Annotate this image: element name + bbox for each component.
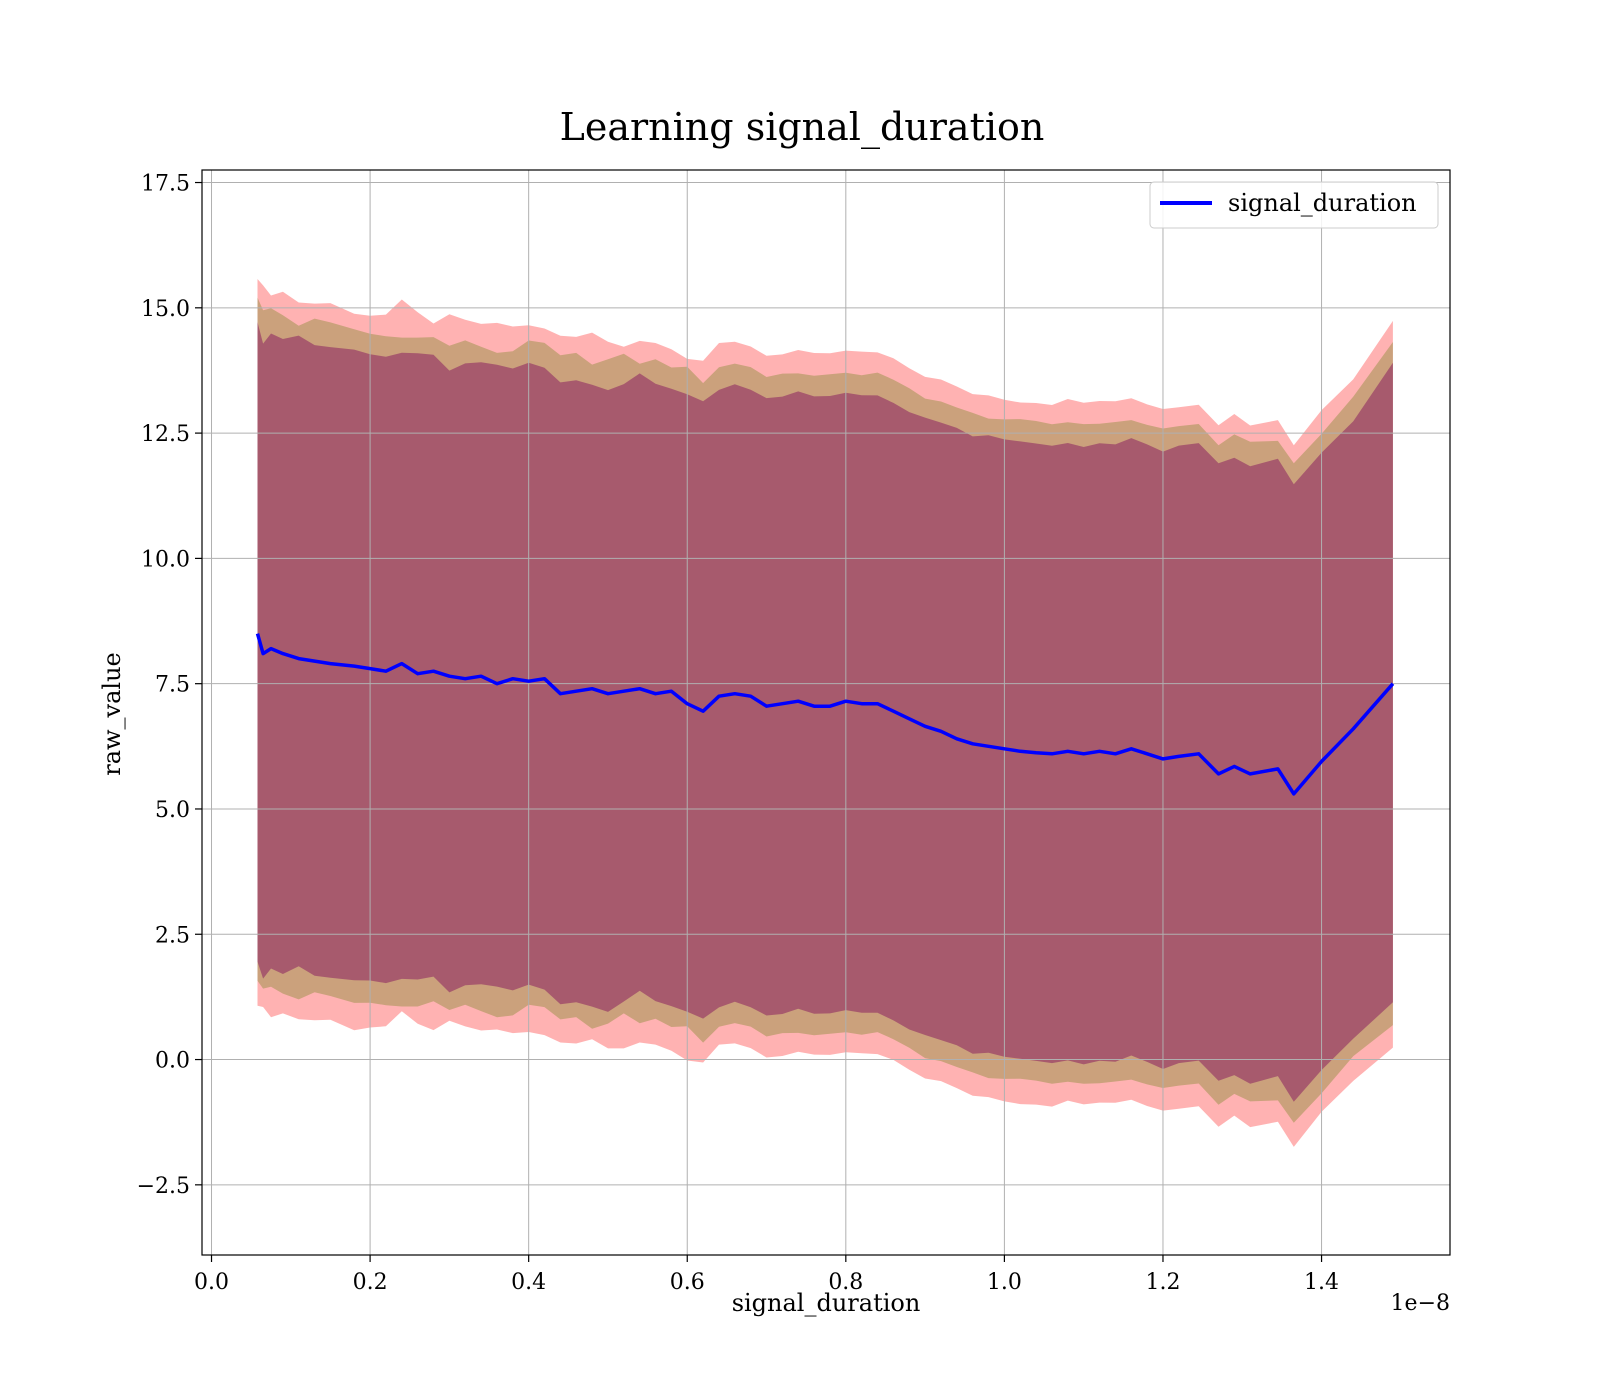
y-tick-label: 7.5 <box>155 673 190 698</box>
y-axis-ticks: −2.5 0.0 2.5 5.0 7.5 10.0 12.5 15.0 17.5 <box>137 172 202 1199</box>
y-tick-label: 12.5 <box>141 422 190 447</box>
std-bands <box>257 279 1393 1147</box>
x-tick-label: 0.6 <box>670 1270 705 1295</box>
series-lines <box>255 633 1395 796</box>
y-tick-label: 0.0 <box>155 1049 190 1074</box>
y-tick-label: 15.0 <box>141 297 190 322</box>
y-tick-label: 2.5 <box>155 923 190 948</box>
plot-frame <box>201 169 1451 1256</box>
grid-lines <box>202 170 1450 1255</box>
legend: signal_duration <box>1149 181 1439 229</box>
series-line-signal_duration <box>255 633 1395 796</box>
x-axis-label: signal_duration <box>732 1289 921 1317</box>
legend-box <box>1149 181 1439 229</box>
x-tick-label: 1.2 <box>1145 1270 1180 1295</box>
y-tick-label: 10.0 <box>141 547 190 572</box>
x-tick-label: 0.0 <box>194 1270 229 1295</box>
x-tick-label: 0.8 <box>828 1270 863 1295</box>
std-band-inner <box>257 322 1393 1102</box>
x-axis-ticks: 0.0 0.2 0.4 0.6 0.8 1.0 1.2 1.4 <box>194 1255 1339 1295</box>
x-axis-offset-label: 1e−8 <box>1391 1291 1450 1316</box>
legend-entry: signal_duration <box>1228 189 1417 217</box>
chart-title: Learning signal_duration <box>560 105 1045 150</box>
y-tick-label: 17.5 <box>141 172 190 197</box>
x-tick-label: 1.4 <box>1304 1270 1339 1295</box>
y-tick-label: −2.5 <box>137 1174 190 1199</box>
x-tick-label: 0.4 <box>511 1270 546 1295</box>
x-tick-label: 1.0 <box>987 1270 1022 1295</box>
x-tick-label: 0.2 <box>353 1270 388 1295</box>
y-tick-label: 5.0 <box>155 798 190 823</box>
y-axis-label: raw_value <box>98 652 126 776</box>
